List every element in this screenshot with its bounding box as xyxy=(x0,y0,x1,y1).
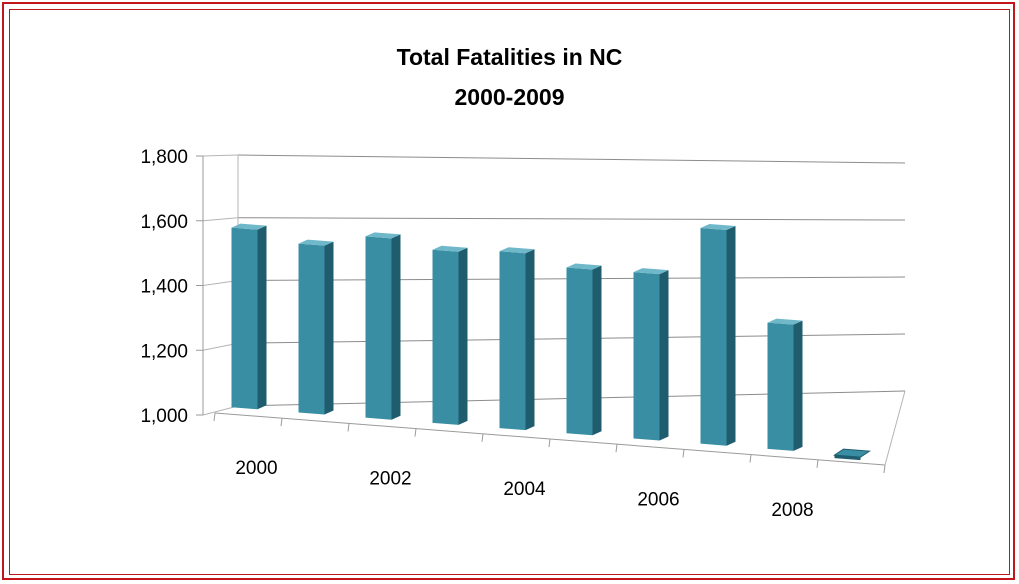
bar-side xyxy=(525,249,535,431)
bar-side xyxy=(793,320,803,451)
bar-side xyxy=(726,226,736,446)
y-tick-label: 1,400 xyxy=(140,277,188,298)
x-tick-mark xyxy=(749,454,752,463)
bar-side xyxy=(592,265,602,436)
floor-right-edge xyxy=(884,390,906,466)
bar-top xyxy=(499,247,535,254)
x-tick-label: 2006 xyxy=(637,489,679,510)
bar-top xyxy=(231,223,267,230)
x-tick-mark xyxy=(280,418,283,427)
side-wall-gridline xyxy=(202,217,239,222)
bar xyxy=(566,267,593,436)
x-tick-mark xyxy=(347,423,350,432)
bar xyxy=(365,236,392,420)
x-tick-mark xyxy=(615,444,618,453)
y-tick-label: 1,000 xyxy=(140,406,188,427)
x-tick-mark xyxy=(548,438,551,448)
y-tick-label: 1,800 xyxy=(140,147,188,168)
x-tick-label: 2008 xyxy=(771,500,813,521)
bar-side xyxy=(458,247,468,425)
x-tick-mark xyxy=(816,459,819,468)
bar-top xyxy=(767,318,803,325)
bar xyxy=(700,228,727,446)
x-tick-mark xyxy=(883,464,886,474)
chart-subtitle: 2000-2009 xyxy=(454,84,565,110)
bar-side xyxy=(324,241,334,415)
gridline xyxy=(237,217,906,221)
side-wall-gridline xyxy=(202,154,239,157)
bar xyxy=(499,251,526,431)
bar-top xyxy=(365,232,401,239)
chart-title: Total Fatalities in NC xyxy=(396,44,623,70)
chart-frame-inner xyxy=(9,9,1010,575)
bar-top xyxy=(700,224,736,231)
x-tick-label: 2004 xyxy=(503,479,546,500)
x-tick-mark xyxy=(682,449,685,458)
gridline xyxy=(237,154,906,164)
bar-side xyxy=(257,225,267,410)
y-tick-label: 1,600 xyxy=(140,212,188,233)
bar-top xyxy=(432,245,468,252)
x-tick-label: 2000 xyxy=(235,458,277,479)
side-wall-gridline xyxy=(202,405,239,416)
bar xyxy=(231,227,258,410)
bar xyxy=(298,243,325,415)
bar-side xyxy=(659,270,669,441)
bar xyxy=(633,272,660,441)
bar-edge xyxy=(834,455,861,461)
y-tick-label: 1,200 xyxy=(140,341,188,362)
bar xyxy=(432,249,459,425)
bar-top xyxy=(298,239,334,246)
bar-top xyxy=(633,268,669,275)
x-tick-label: 2002 xyxy=(369,469,411,490)
x-tick-mark xyxy=(481,433,484,442)
bar-side xyxy=(391,234,401,420)
bar xyxy=(767,322,794,451)
bar-top xyxy=(566,263,602,270)
x-tick-mark xyxy=(213,412,216,422)
x-tick-mark xyxy=(414,428,417,437)
